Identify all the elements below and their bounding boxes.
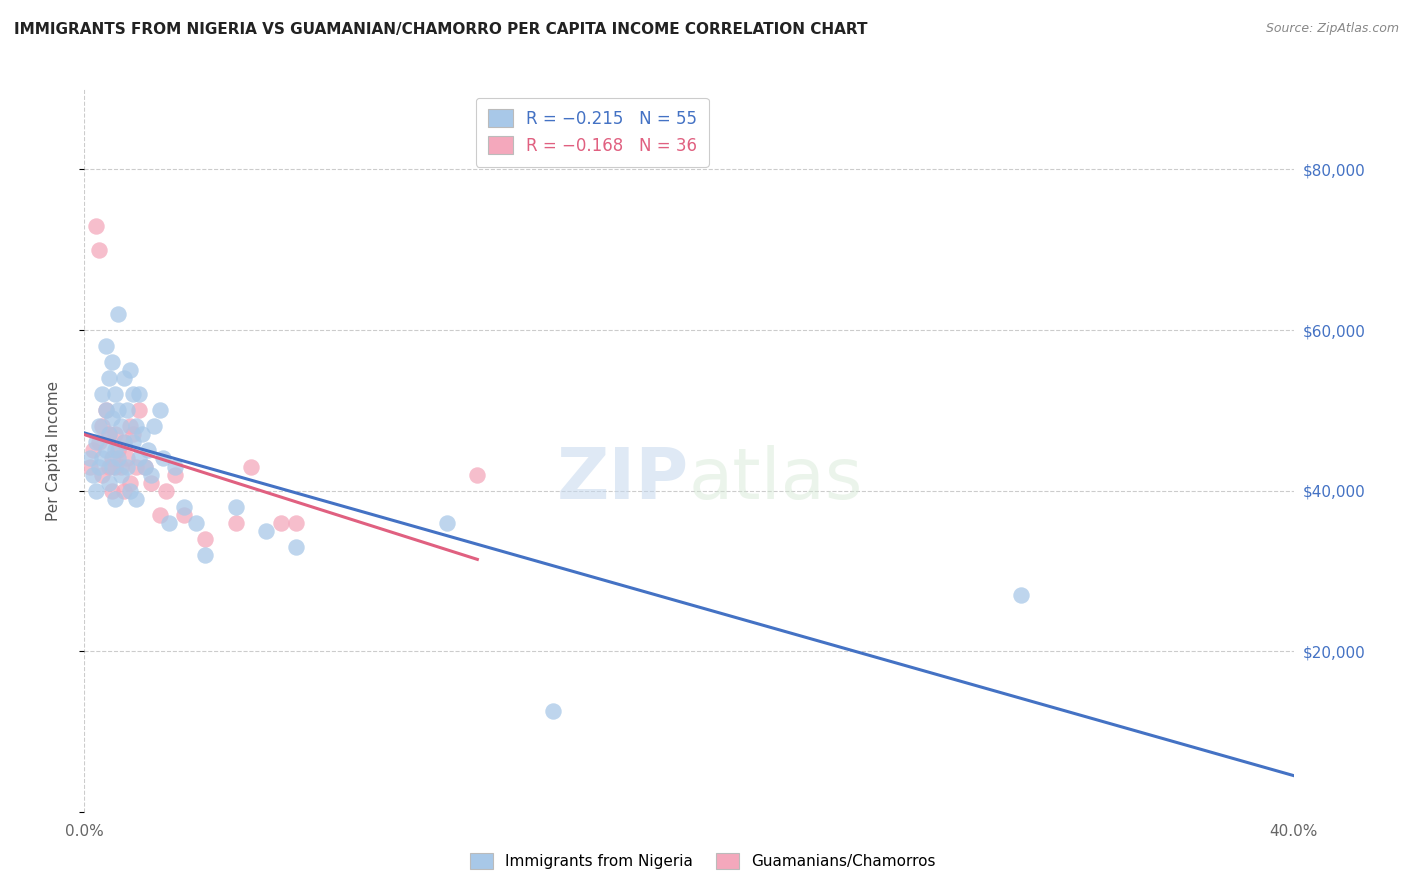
Point [91, 387, 114, 401]
Point [82, 467, 104, 482]
Point [128, 403, 150, 417]
Y-axis label: Per Capita Income: Per Capita Income [46, 380, 60, 521]
Point [110, 459, 132, 474]
Point [136, 443, 159, 458]
Point [91, 451, 114, 466]
Point [115, 459, 138, 474]
Point [173, 508, 195, 522]
Point [94, 403, 117, 417]
Point [89, 459, 111, 474]
Point [155, 483, 177, 498]
Point [107, 451, 129, 466]
Point [86, 483, 108, 498]
Point [100, 483, 122, 498]
Text: ZIP: ZIP [557, 445, 689, 514]
Point [157, 516, 180, 530]
Point [118, 475, 141, 490]
Point [79, 459, 101, 474]
Point [107, 307, 129, 321]
Point [112, 483, 135, 498]
Point [112, 435, 135, 450]
Point [149, 508, 172, 522]
Point [94, 443, 117, 458]
Text: Source: ZipAtlas.com: Source: ZipAtlas.com [1265, 22, 1399, 36]
Point [239, 459, 262, 474]
Legend: R = −0.215   N = 55, R = −0.168   N = 36: R = −0.215 N = 55, R = −0.168 N = 36 [475, 97, 709, 167]
Point [118, 363, 141, 377]
Point [89, 419, 111, 434]
Point [165, 467, 187, 482]
Point [225, 516, 247, 530]
Point [110, 419, 132, 434]
Point [121, 435, 143, 450]
Point [82, 443, 104, 458]
Point [194, 532, 217, 546]
Point [91, 467, 114, 482]
Point [104, 459, 127, 474]
Point [128, 387, 150, 401]
Point [165, 459, 187, 474]
Text: IMMIGRANTS FROM NIGERIA VS GUAMANIAN/CHAMORRO PER CAPITA INCOME CORRELATION CHAR: IMMIGRANTS FROM NIGERIA VS GUAMANIAN/CHA… [14, 22, 868, 37]
Point [139, 475, 162, 490]
Point [104, 443, 127, 458]
Point [97, 427, 120, 442]
Point [134, 459, 156, 474]
Point [173, 500, 195, 514]
Point [121, 427, 143, 442]
Point [91, 419, 114, 434]
Point [115, 403, 138, 417]
Point [97, 427, 120, 442]
Point [89, 243, 111, 257]
Point [110, 467, 132, 482]
Point [97, 459, 120, 474]
Point [285, 540, 308, 554]
Point [125, 491, 148, 506]
Point [94, 339, 117, 353]
Point [541, 705, 564, 719]
Point [86, 219, 108, 233]
Point [107, 403, 129, 417]
Point [107, 443, 129, 458]
Point [79, 451, 101, 466]
Point [89, 435, 111, 450]
Point [100, 411, 122, 425]
Point [125, 419, 148, 434]
Point [121, 387, 143, 401]
Point [285, 516, 308, 530]
Point [436, 516, 458, 530]
Point [118, 483, 141, 498]
Point [254, 524, 277, 538]
Point [225, 500, 247, 514]
Point [194, 548, 217, 562]
Point [128, 451, 150, 466]
Point [94, 403, 117, 417]
Point [125, 459, 148, 474]
Point [112, 371, 135, 385]
Point [134, 459, 156, 474]
Point [86, 435, 108, 450]
Point [118, 419, 141, 434]
Point [100, 451, 122, 466]
Point [139, 467, 162, 482]
Point [104, 387, 127, 401]
Point [104, 427, 127, 442]
Point [115, 451, 138, 466]
Point [270, 516, 292, 530]
Point [100, 355, 122, 369]
Point [104, 491, 127, 506]
Point [131, 427, 153, 442]
Point [467, 467, 489, 482]
Point [152, 451, 174, 466]
Text: atlas: atlas [689, 445, 863, 514]
Point [186, 516, 208, 530]
Point [1011, 588, 1033, 602]
Point [97, 371, 120, 385]
Legend: Immigrants from Nigeria, Guamanians/Chamorros: Immigrants from Nigeria, Guamanians/Cham… [464, 847, 942, 875]
Point [112, 435, 135, 450]
Point [97, 475, 120, 490]
Point [142, 419, 165, 434]
Point [149, 403, 172, 417]
Point [100, 459, 122, 474]
